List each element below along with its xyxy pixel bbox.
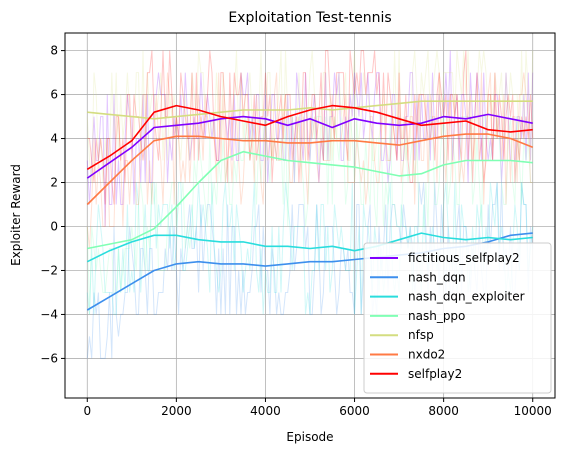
series-line-nfsp <box>87 100 533 120</box>
raw-trace <box>86 50 534 227</box>
y-tick-label: −6 <box>40 351 58 365</box>
x-tick-label: 6000 <box>339 404 370 418</box>
x-axis-label: Episode <box>286 430 333 444</box>
raw-trace <box>86 72 533 249</box>
axes-frame <box>64 32 556 399</box>
raw-trace <box>86 116 533 315</box>
legend-label: nash_dqn <box>408 270 466 284</box>
series-line-nash_ppo <box>87 150 533 250</box>
y-tick-label: −2 <box>40 263 58 277</box>
plot-area <box>65 33 555 398</box>
legend: fictitious_selfplay2 nash_dqn nash_dqn_exp… <box>363 242 552 394</box>
chart-title: Exploitation Test-tennis <box>228 10 391 26</box>
x-tick-label: 8000 <box>428 404 459 418</box>
legend-label: nfsp <box>408 328 434 342</box>
series-lines <box>86 100 533 311</box>
y-axis-ticks: −6 −4 −2 0 2 4 6 8 <box>40 44 65 365</box>
legend-label: fictitious_selfplay2 <box>408 251 520 265</box>
y-tick-label: 4 <box>50 132 58 146</box>
raw-trace <box>87 50 534 205</box>
legend-label: selfplay2 <box>408 367 462 381</box>
x-tick-label: 2000 <box>161 404 192 418</box>
raw-trace <box>86 182 534 359</box>
legend-label: nash_dqn_exploiter <box>408 290 525 304</box>
y-tick-label: 6 <box>50 88 58 102</box>
series-line-fictitious_selfplay2 <box>86 113 533 179</box>
series-line-nxdo2 <box>86 133 533 206</box>
series-line-selfplay2 <box>86 104 533 170</box>
y-tick-label: −4 <box>40 307 58 321</box>
x-axis-ticks: 0 2000 4000 6000 8000 10000 <box>83 398 552 418</box>
series-line-nash_dqn_exploiter <box>86 232 533 263</box>
y-axis-label: Exploiter Reward <box>9 164 23 266</box>
raw-trace <box>86 50 534 183</box>
x-tick-label: 0 <box>83 404 91 418</box>
y-tick-label: 0 <box>50 219 58 233</box>
y-tick-label: 2 <box>50 176 58 190</box>
x-tick-label: 10000 <box>514 404 552 418</box>
legend-label: nxdo2 <box>408 348 445 362</box>
x-tick-label: 4000 <box>250 404 281 418</box>
y-tick-label: 8 <box>50 44 58 58</box>
raw-reward-traces <box>86 50 534 359</box>
legend-label: nash_ppo <box>408 309 465 323</box>
legend-box <box>363 242 552 394</box>
grid <box>65 33 555 398</box>
